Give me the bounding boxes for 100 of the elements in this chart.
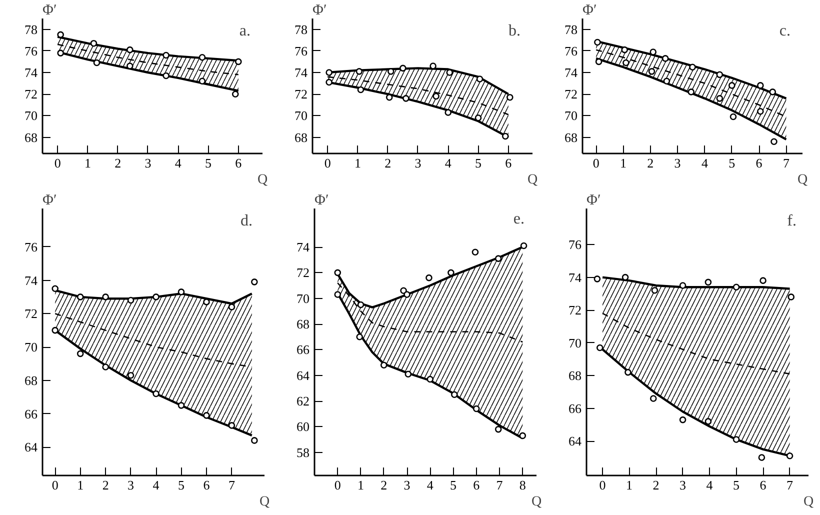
point	[621, 46, 628, 54]
x-axis-title: Q	[797, 172, 808, 188]
y-tick-label: 72	[568, 302, 582, 318]
point	[232, 90, 239, 98]
y-tick-label: 76	[24, 43, 38, 58]
x-tick-label: 4	[444, 156, 452, 170]
y-tick-label: 70	[564, 108, 578, 124]
point	[474, 114, 482, 122]
y-tick-label: 76	[564, 43, 578, 58]
line-series	[602, 312, 790, 375]
point	[127, 372, 134, 379]
x-tick-label: 5	[205, 156, 212, 170]
point	[624, 368, 632, 376]
point	[198, 54, 206, 61]
point	[90, 40, 98, 47]
y-axis-title: Φ′	[586, 192, 601, 208]
y-tick-label: 70	[296, 290, 310, 306]
chart-title: a.	[239, 22, 251, 40]
y-tick-label: 74	[294, 65, 308, 80]
y-tick-label: 68	[24, 372, 38, 388]
y-tick-label: 70	[24, 108, 38, 124]
y-tick-label: 76	[568, 237, 582, 252]
y-tick-label: 64	[24, 440, 38, 455]
point	[387, 68, 394, 75]
point	[402, 95, 410, 102]
point	[357, 301, 364, 308]
x-tick-label: 2	[384, 156, 392, 170]
point	[595, 58, 602, 66]
x-axis-title: Q	[531, 494, 542, 510]
point	[152, 390, 160, 398]
point	[769, 88, 776, 96]
point	[430, 62, 436, 70]
y-axis-title: Φ′	[42, 2, 57, 18]
y-tick-label: 74	[296, 240, 310, 255]
y-tick-label: 66	[24, 406, 38, 422]
x-tick-label: 0	[324, 156, 331, 170]
point	[102, 364, 109, 370]
point	[404, 291, 410, 298]
point	[757, 82, 764, 89]
x-tick-label: 1	[358, 478, 364, 492]
point	[520, 242, 528, 250]
y-tick-label: 66	[568, 400, 582, 416]
point	[178, 288, 185, 296]
point	[730, 113, 737, 120]
y-tick-label: 78	[294, 22, 308, 37]
point	[446, 69, 454, 76]
point	[203, 412, 210, 419]
point	[127, 296, 134, 304]
point	[760, 277, 766, 284]
point	[594, 276, 601, 282]
x-tick-label: 2	[647, 156, 654, 170]
chart-title: d.	[240, 212, 252, 230]
y-tick-label: 68	[568, 368, 582, 384]
y-tick-label: 72	[564, 86, 578, 102]
x-tick-label: 5	[733, 478, 740, 492]
x-tick-label: 2	[102, 478, 109, 492]
point	[476, 76, 484, 82]
x-tick-label: 0	[599, 478, 606, 492]
point	[198, 78, 206, 85]
y-tick-label: 76	[24, 239, 38, 254]
line-series	[54, 312, 253, 368]
x-tick-label: 1	[354, 156, 361, 170]
x-tick-label: 4	[701, 156, 708, 170]
point	[126, 46, 134, 54]
y-axis-title: Φ′	[582, 2, 597, 18]
x-tick-label: 6	[473, 478, 480, 492]
point	[648, 68, 656, 75]
x-tick-label: 6	[235, 156, 242, 170]
x-tick-label: 4	[174, 156, 182, 170]
y-tick-label: 74	[24, 272, 38, 288]
x-axis-title: Q	[259, 494, 270, 510]
y-tick-label: 60	[296, 419, 310, 434]
point	[426, 274, 432, 282]
point	[357, 86, 364, 94]
y-tick-label: 68	[296, 316, 310, 332]
point	[448, 269, 454, 276]
x-tick-label: 3	[128, 478, 134, 492]
point	[732, 284, 740, 291]
point	[502, 132, 509, 140]
point	[228, 304, 236, 310]
x-tick-label: 6	[760, 478, 767, 492]
x-tick-label: 7	[228, 478, 236, 492]
point	[126, 62, 134, 70]
point	[716, 71, 724, 78]
point	[662, 55, 669, 62]
point	[76, 294, 84, 300]
point	[688, 88, 695, 96]
x-tick-label: 6	[203, 478, 210, 492]
y-axis-title: Φ′	[314, 192, 329, 208]
point	[786, 452, 794, 460]
x-axis-title: Q	[803, 494, 814, 510]
y-tick-label: 58	[296, 444, 310, 460]
point	[622, 59, 630, 66]
chart-title: e.	[513, 210, 525, 228]
y-axis-title: Φ′	[42, 192, 57, 208]
x-tick-label: 3	[144, 156, 152, 170]
point	[650, 395, 657, 402]
point	[52, 326, 59, 334]
x-tick-label: 7	[786, 478, 794, 492]
y-tick-label: 72	[24, 86, 38, 102]
